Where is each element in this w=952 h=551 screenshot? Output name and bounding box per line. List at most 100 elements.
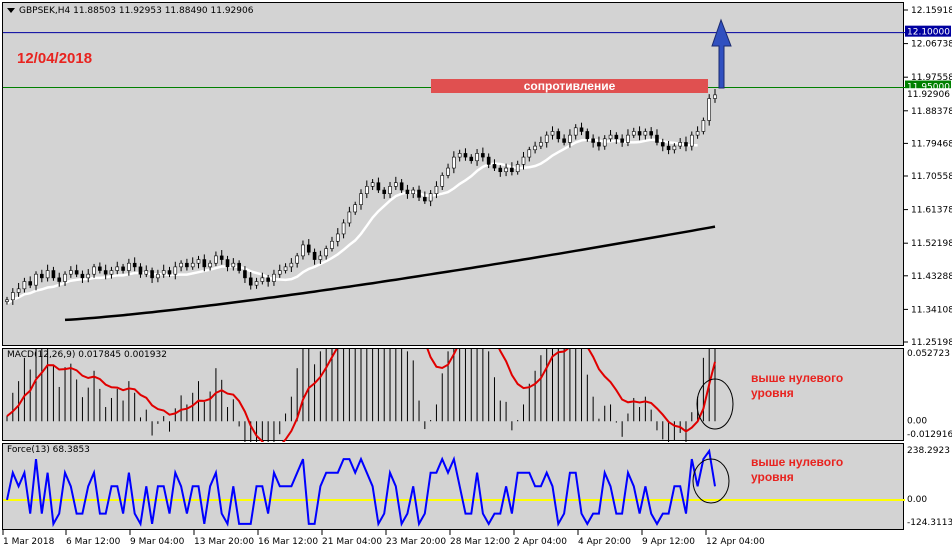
candle-body — [411, 189, 416, 194]
candle-body — [103, 270, 108, 275]
candle — [533, 141, 537, 154]
candle-body — [115, 266, 120, 271]
date-tick-label: 16 Mar 12:00 — [258, 537, 318, 547]
candle — [243, 266, 247, 283]
candle — [376, 177, 381, 193]
candle — [167, 266, 172, 278]
candle-body — [376, 182, 381, 191]
fast-moving-average — [6, 138, 698, 305]
symbol-menu-icon[interactable] — [7, 8, 15, 13]
candle-body — [5, 299, 9, 302]
candle-body — [498, 167, 503, 173]
candle — [602, 135, 607, 150]
candle-body — [109, 270, 114, 275]
candle — [620, 134, 624, 147]
candle-body — [69, 270, 73, 275]
candle-body — [330, 240, 334, 249]
candle — [666, 140, 671, 155]
candle — [388, 181, 392, 199]
candle-body — [57, 277, 62, 282]
candle — [614, 132, 619, 144]
candle — [660, 138, 665, 152]
candle-body — [243, 270, 247, 279]
current-price-tag-bg — [905, 88, 951, 100]
candle-body — [179, 262, 183, 268]
candle — [678, 138, 682, 150]
candle-body — [277, 270, 282, 275]
blue-level-tag: 12.10000 — [907, 28, 950, 38]
candle — [92, 263, 96, 278]
candle-body — [161, 270, 166, 275]
candle — [631, 127, 636, 139]
candle — [330, 236, 334, 252]
candle — [266, 274, 270, 287]
candle — [219, 250, 224, 265]
candle-body — [28, 281, 33, 286]
date-annotation: 12/04/2018 — [17, 50, 93, 67]
candle-body — [156, 273, 160, 279]
force-axis-label: -124.3113 — [907, 518, 952, 528]
candle-body — [481, 153, 485, 158]
candle — [173, 261, 178, 280]
candle — [695, 126, 700, 139]
candle-body — [248, 277, 253, 286]
macd-panel[interactable]: MACD(12,26,9) 0.017845 0.001932 выше нул… — [2, 348, 904, 442]
candle — [335, 228, 340, 247]
candle — [57, 272, 62, 287]
candle-body — [34, 273, 38, 286]
candle-body — [335, 233, 340, 242]
date-tick-label: 23 Mar 20:00 — [386, 537, 446, 547]
candle-body — [394, 182, 398, 187]
price-panel[interactable]: GBPSEK,H4 11.88503 11.92953 11.88490 11.… — [2, 2, 905, 346]
candle — [475, 149, 479, 166]
candle — [608, 130, 613, 142]
candle-body — [562, 138, 566, 143]
candle-body — [684, 142, 688, 147]
candle — [347, 206, 352, 227]
candle — [277, 264, 282, 278]
macd-annotation-line2: уровня — [751, 386, 794, 400]
price-tick-label: 11.34108 — [911, 305, 952, 315]
macd-signal-line — [6, 349, 716, 442]
candle-body — [452, 156, 456, 169]
force-panel[interactable]: Force(13) 68.3853 выше нулевого уровня — [2, 443, 905, 530]
force-line — [6, 448, 716, 528]
candle — [127, 258, 131, 276]
candle — [16, 282, 21, 297]
candle-body — [318, 255, 323, 260]
candle — [556, 128, 561, 143]
blue-level-tag-bg — [905, 25, 951, 37]
candle-body — [660, 142, 665, 147]
candle — [446, 163, 450, 179]
candle — [283, 263, 288, 274]
candle — [573, 124, 578, 140]
candle-body — [707, 98, 711, 121]
candle — [707, 94, 711, 126]
candle-body — [533, 145, 537, 151]
candle — [428, 190, 433, 207]
candle-body — [359, 193, 363, 205]
candle-body — [521, 156, 526, 165]
current-price-tag: 11.92906 — [907, 90, 950, 100]
candle — [394, 176, 398, 191]
candle-body — [51, 270, 56, 279]
date-tick-label: 2 Apr 04:00 — [514, 537, 567, 547]
candle-body — [312, 251, 317, 260]
price-tick-label: 11.25198 — [911, 338, 952, 348]
candle-body — [289, 262, 294, 268]
candle — [585, 128, 590, 142]
candle-body — [127, 262, 131, 271]
candle-body — [568, 134, 572, 143]
macd-highlight-circle — [696, 378, 734, 430]
candle — [34, 271, 38, 291]
candle-body — [672, 145, 677, 151]
candle — [643, 128, 648, 140]
candle-body — [365, 186, 369, 194]
candle-body — [579, 127, 584, 132]
candle-body — [167, 270, 172, 275]
date-tick-label: 9 Apr 12:00 — [642, 537, 695, 547]
candle — [341, 219, 346, 239]
candle-body — [434, 186, 439, 194]
candle-body — [556, 131, 561, 140]
date-tick-label: 9 Mar 04:00 — [130, 537, 185, 547]
